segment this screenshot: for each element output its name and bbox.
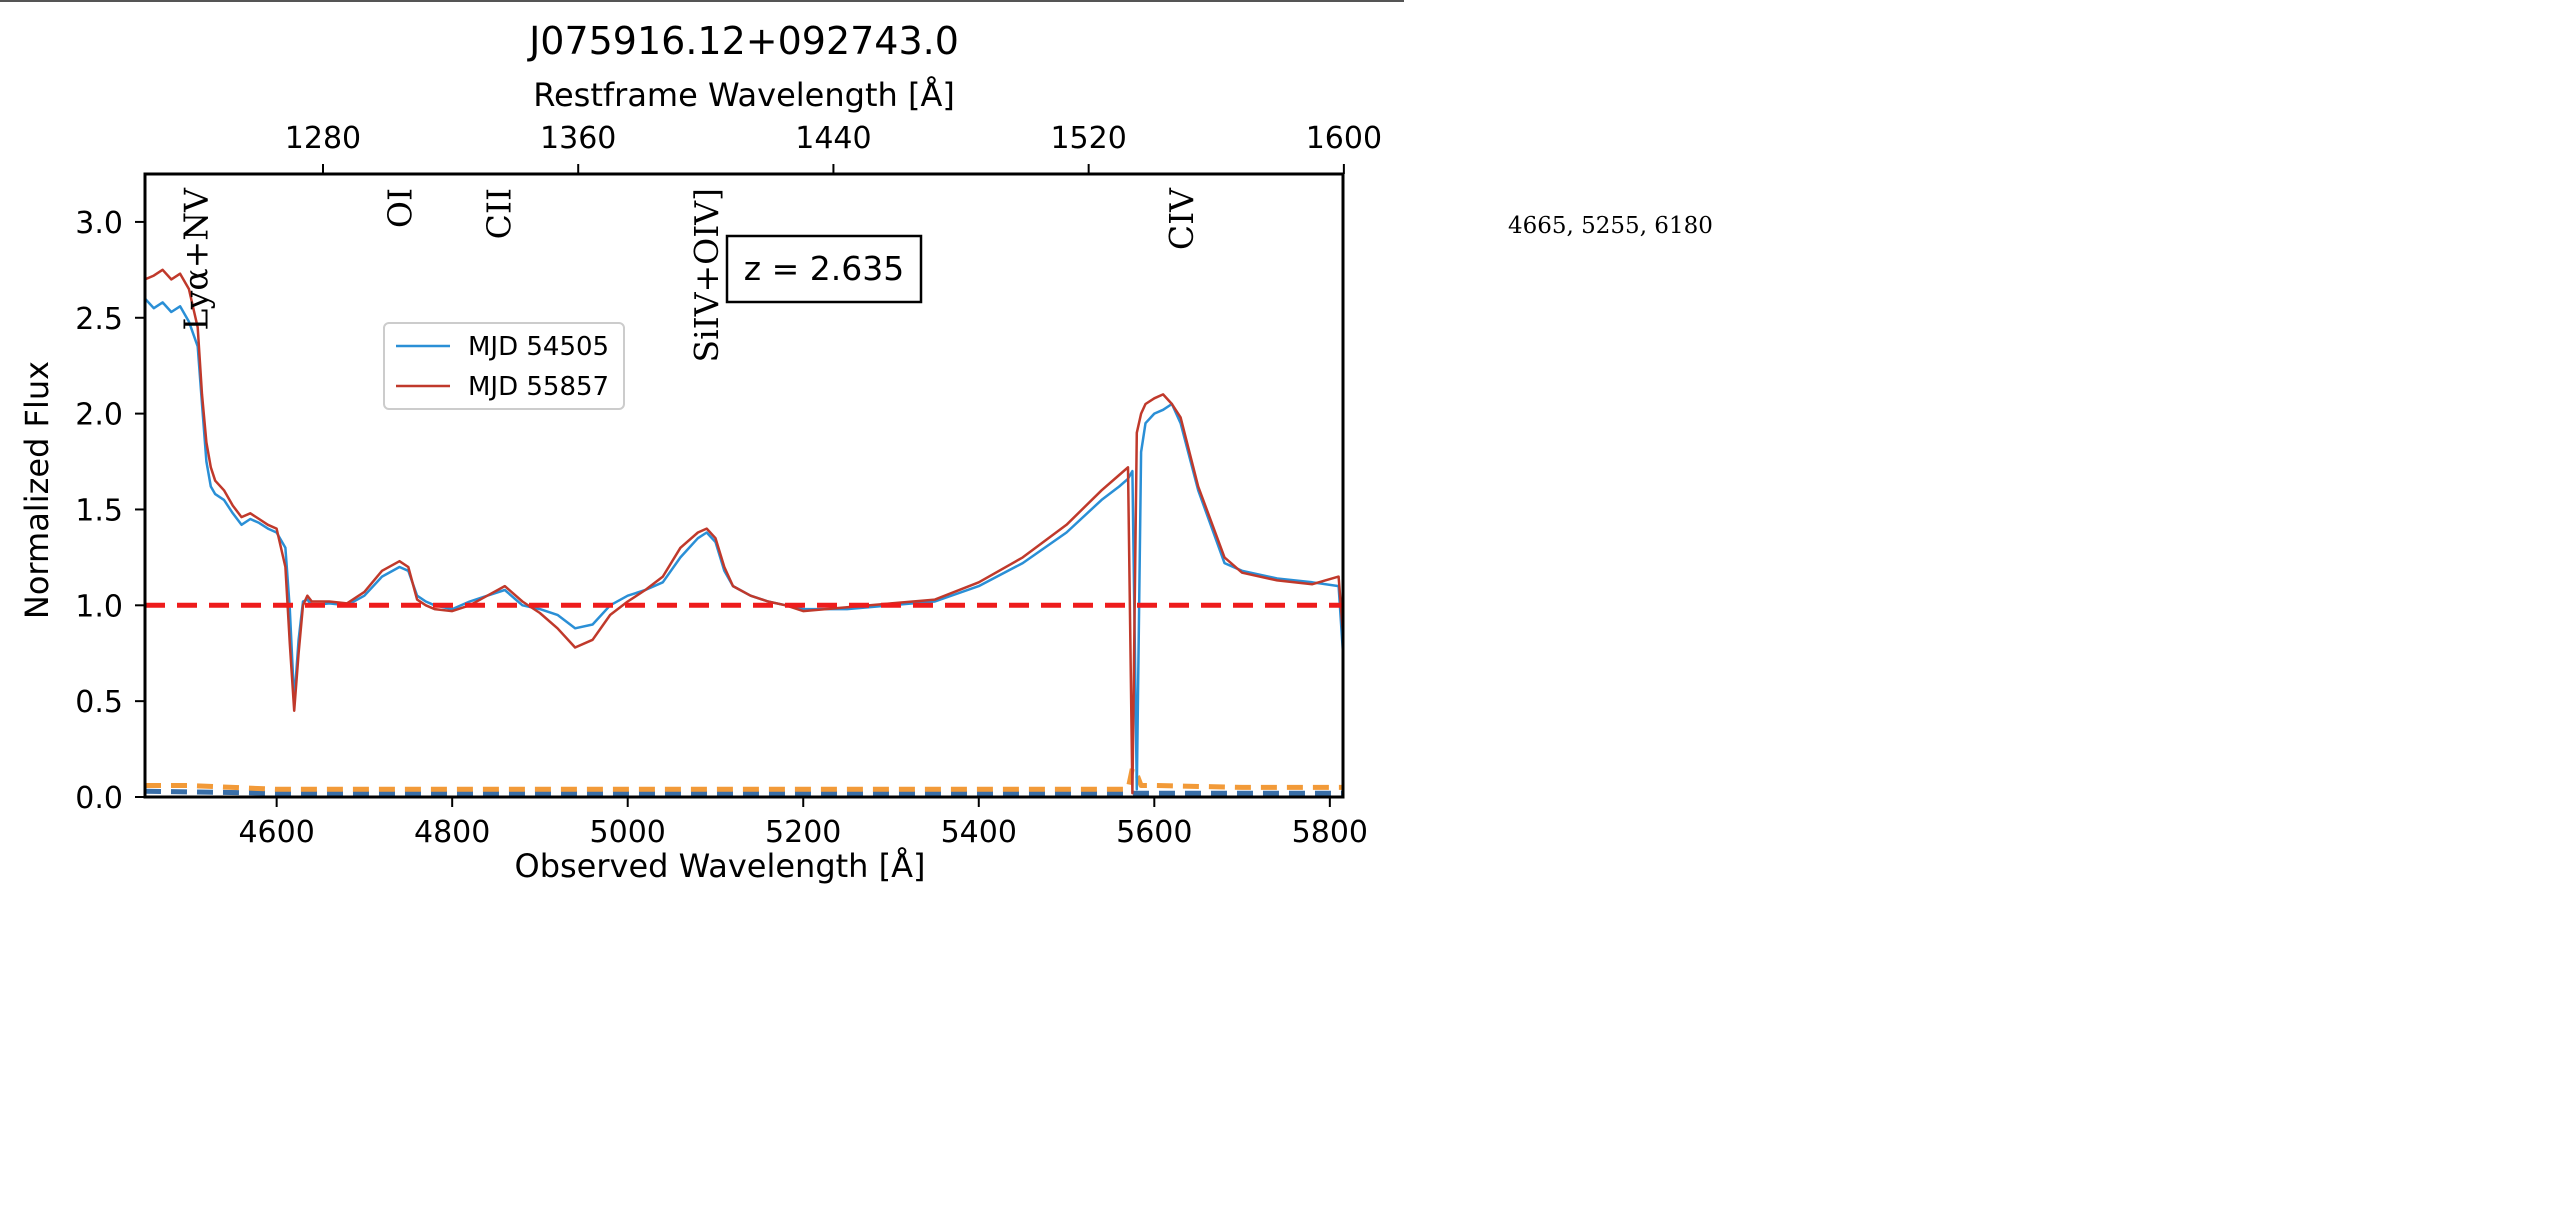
y-tick-label-2: 2.0 <box>75 398 123 433</box>
legend-box <box>383 322 625 410</box>
top-axis-label: Restframe Wavelength [Å] <box>533 76 955 114</box>
series-line-2 <box>145 765 1343 792</box>
chart-title: J075916.12+092743.0 <box>527 19 959 63</box>
top-ticks: 1280 1360 1440 1520 1600 <box>285 121 1382 174</box>
series-layer <box>145 268 1343 796</box>
legend-label-2: MJD 55857 <box>468 372 609 402</box>
top-tick-label-1280: 1280 <box>285 121 361 156</box>
axes-frame <box>143 172 1345 799</box>
redshift-annotation: z = 2.635 <box>725 234 923 304</box>
line-label-1: OI <box>381 188 420 228</box>
x-tick-label-5800: 5800 <box>1292 815 1368 850</box>
legend: MJD 54505 MJD 55857 <box>383 322 625 410</box>
y-tick-label-2.5: 2.5 <box>75 302 123 337</box>
redshift-text: z = 2.635 <box>744 249 904 288</box>
legend-label-1: MJD 54505 <box>468 332 609 362</box>
x-axis-label: Observed Wavelength [Å] <box>515 847 926 885</box>
x-tick-label-4600: 4600 <box>238 815 314 850</box>
x-tick-label-5000: 5000 <box>590 815 666 850</box>
line-label-2: CII <box>479 188 518 239</box>
y-axis-label: Normalized Flux <box>18 361 56 619</box>
x-ticks: 4600 4800 5000 5200 5400 5600 5800 <box>238 797 1368 850</box>
top-tick-label-1600: 1600 <box>1306 121 1382 156</box>
x-tick-label-5600: 5600 <box>1116 815 1192 850</box>
line-label-0: Lyα+NV <box>176 187 215 331</box>
line-label-4: CIV <box>1162 187 1201 250</box>
redshift-box <box>725 234 923 304</box>
y-tick-label-0: 0.0 <box>75 781 123 816</box>
side-note: 4665, 5255, 6180 <box>1508 213 1713 239</box>
x-tick-label-4800: 4800 <box>414 815 490 850</box>
y-ticks: 0.0 0.5 1.0 1.5 2.0 2.5 3.0 <box>75 206 145 816</box>
y-tick-label-0.5: 0.5 <box>75 685 123 720</box>
plot-area <box>145 268 1343 796</box>
top-tick-label-1360: 1360 <box>540 121 616 156</box>
series-line-1 <box>145 268 1343 795</box>
emission-line-labels: Lyα+NV OI CII SiIV+OIV] CIV <box>176 187 1201 363</box>
series-line-3 <box>145 788 1343 796</box>
top-tick-label-1520: 1520 <box>1050 121 1126 156</box>
line-label-3: SiIV+OIV] <box>687 188 726 362</box>
y-tick-label-1.5: 1.5 <box>75 493 123 528</box>
y-tick-label-3: 3.0 <box>75 206 123 241</box>
y-tick-label-1: 1.0 <box>75 589 123 624</box>
top-tick-label-1440: 1440 <box>795 121 871 156</box>
x-tick-label-5400: 5400 <box>941 815 1017 850</box>
x-tick-label-5200: 5200 <box>765 815 841 850</box>
series-line-0 <box>145 297 1343 791</box>
